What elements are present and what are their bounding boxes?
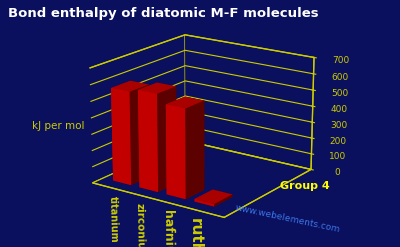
Text: Bond enthalpy of diatomic M-F molecules: Bond enthalpy of diatomic M-F molecules bbox=[8, 7, 319, 21]
Text: www.webelements.com: www.webelements.com bbox=[235, 203, 341, 234]
